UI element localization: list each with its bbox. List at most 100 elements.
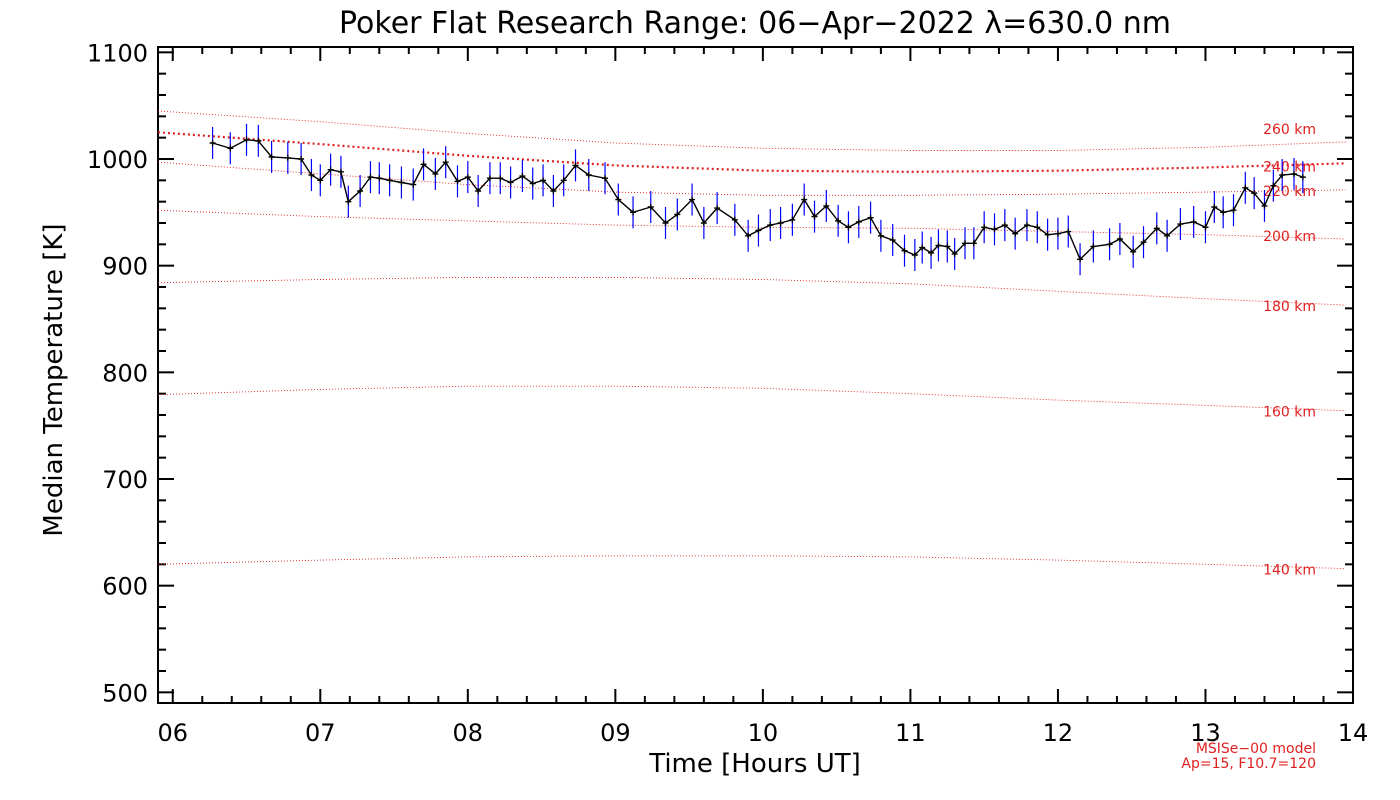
x-tick-label: 14 (1338, 719, 1369, 747)
data-point (745, 232, 752, 239)
data-point (714, 205, 721, 212)
data-point (1153, 225, 1160, 232)
y-tick-label: 1100 (87, 39, 148, 67)
data-point (928, 249, 935, 256)
data-point (845, 224, 852, 231)
model-curve-140-km (157, 555, 1346, 570)
data-point (410, 181, 417, 188)
data-point (398, 179, 405, 186)
data-point (1034, 224, 1041, 231)
plot-frame (157, 46, 1354, 704)
x-tick-label: 11 (895, 719, 926, 747)
data-point (689, 196, 696, 203)
x-tick-label: 07 (305, 719, 336, 747)
model-params-note: Ap=15, F10.7=120 (1181, 756, 1316, 772)
error-bars (211, 123, 1304, 276)
data-point (1220, 209, 1227, 216)
model-curve-160-km (157, 385, 1346, 412)
x-axis: 06 07 08 09 10 11 12 13 14 (157, 47, 1368, 747)
y-tick-label: 600 (102, 573, 148, 601)
data-point (1090, 243, 1097, 250)
data-point (420, 161, 427, 168)
data-point (700, 220, 707, 226)
data-point (901, 247, 908, 254)
x-tick-label: 08 (453, 719, 484, 747)
data-point (308, 172, 315, 178)
y-tick-label: 500 (102, 679, 148, 707)
data-point (1130, 248, 1137, 255)
data-point (317, 177, 324, 184)
data-point (935, 242, 942, 249)
series-line (212, 139, 1304, 261)
model-curve-240-km (157, 131, 1346, 173)
data-point (674, 211, 681, 218)
data-point (991, 226, 998, 233)
data-point (327, 166, 334, 173)
y-tick-label: 1000 (87, 146, 148, 174)
data-point (585, 172, 592, 178)
y-tick-label: 900 (102, 253, 148, 281)
chart-title: Poker Flat Research Range: 06−Apr−2022 λ… (339, 6, 1171, 41)
model-curve-label: 200 km (1263, 229, 1316, 245)
model-curve-label: 260 km (1263, 122, 1316, 138)
data-point (1261, 202, 1268, 209)
data-point (255, 137, 262, 144)
data-point (1270, 182, 1277, 189)
data-point (268, 153, 275, 160)
data-point (889, 237, 896, 244)
data-point (464, 174, 471, 181)
data-point (367, 174, 374, 181)
data-point (755, 227, 762, 234)
data-point (227, 145, 234, 152)
data-point (497, 175, 504, 182)
data-point (835, 217, 842, 224)
data-point (442, 159, 449, 166)
data-point (560, 177, 567, 184)
data-point (615, 196, 622, 203)
data-point (911, 252, 918, 258)
data-point (1065, 228, 1072, 235)
x-axis-label: Time [Hours UT] (648, 749, 861, 779)
model-curve-180-km (157, 276, 1346, 306)
data-point (284, 154, 291, 161)
data-point (789, 216, 796, 223)
data-point (357, 188, 364, 194)
data-point (1164, 232, 1171, 239)
data-point (345, 198, 352, 205)
x-tick-label: 06 (157, 719, 188, 747)
data-point (1299, 174, 1306, 181)
data-point (1190, 218, 1197, 225)
data-point (944, 243, 951, 250)
data-point (767, 222, 774, 229)
data-point (877, 232, 884, 239)
data-point (961, 240, 968, 247)
model-curve-label: 240 km (1263, 159, 1316, 175)
data-point (1230, 207, 1237, 214)
data-point (298, 156, 305, 162)
x-tick-label: 09 (600, 719, 631, 747)
data-point (1106, 241, 1113, 248)
data-point (529, 180, 536, 187)
data-point (662, 220, 669, 226)
data-point (867, 214, 874, 221)
data-point (1211, 204, 1218, 210)
data-point (454, 178, 461, 185)
data-point (432, 170, 439, 177)
data-point (337, 168, 344, 175)
data-point (823, 202, 830, 209)
x-tick-label: 10 (748, 719, 779, 747)
data-point (801, 196, 808, 203)
model-curve-label: 180 km (1263, 299, 1316, 315)
y-tick-label: 700 (102, 466, 148, 494)
data-point (243, 136, 250, 143)
data-point (209, 140, 216, 146)
data-point (1077, 256, 1084, 263)
data-point (970, 240, 977, 247)
data-point (540, 177, 547, 184)
data-point (951, 250, 958, 257)
data-point (486, 175, 493, 182)
x-tick-label: 13 (1190, 719, 1221, 747)
data-point (1202, 224, 1209, 231)
